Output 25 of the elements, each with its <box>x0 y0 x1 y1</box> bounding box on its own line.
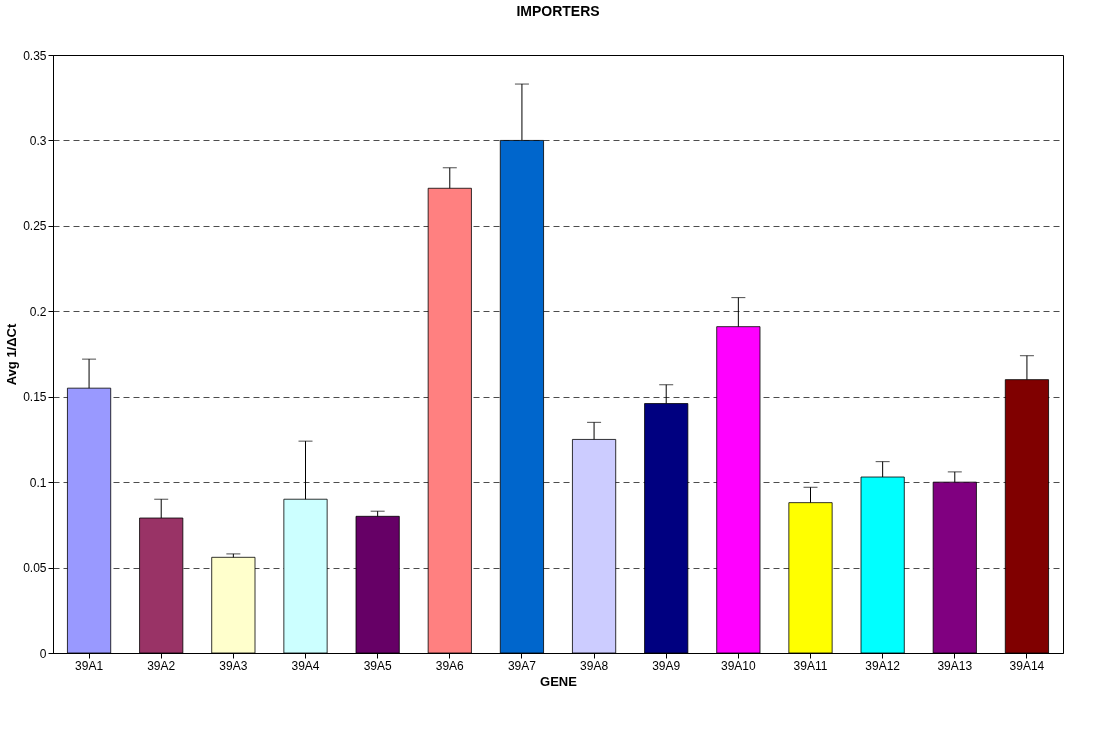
chart-title: IMPORTERS <box>516 3 600 19</box>
x-axis-title: GENE <box>540 673 578 689</box>
x-tick-label: 39A1 <box>75 658 104 673</box>
x-tick-label: 39A11 <box>793 658 828 673</box>
y-tick-label: 0 <box>39 646 47 661</box>
x-tick-label: 39A2 <box>147 658 176 673</box>
x-tick-label: 39A8 <box>580 658 609 673</box>
x-tick-label: 39A7 <box>507 658 537 673</box>
x-tick-label: 39A13 <box>937 658 973 673</box>
x-tick-label: 39A14 <box>1009 658 1045 673</box>
y-tick-label: 0.2 <box>29 304 47 319</box>
x-tick-label: 39A6 <box>435 658 465 673</box>
x-tick-label: 39A9 <box>652 658 681 673</box>
x-tick-label: 39A10 <box>721 658 757 673</box>
y-tick-label: 0.15 <box>23 390 47 405</box>
x-tick-label: 39A3 <box>219 658 248 673</box>
x-tick-label: 39A12 <box>865 658 901 673</box>
y-tick-label: 0.3 <box>29 133 47 148</box>
y-axis-title: Avg 1/ΔCt <box>4 323 20 386</box>
y-tick-label: 0.05 <box>23 561 47 576</box>
y-tick-label: 0.35 <box>23 48 47 63</box>
y-tick-label: 0.1 <box>29 475 47 490</box>
y-tick-label: 0.25 <box>23 219 47 234</box>
x-tick-label: 39A5 <box>363 658 392 673</box>
x-tick-label: 39A4 <box>291 658 320 673</box>
